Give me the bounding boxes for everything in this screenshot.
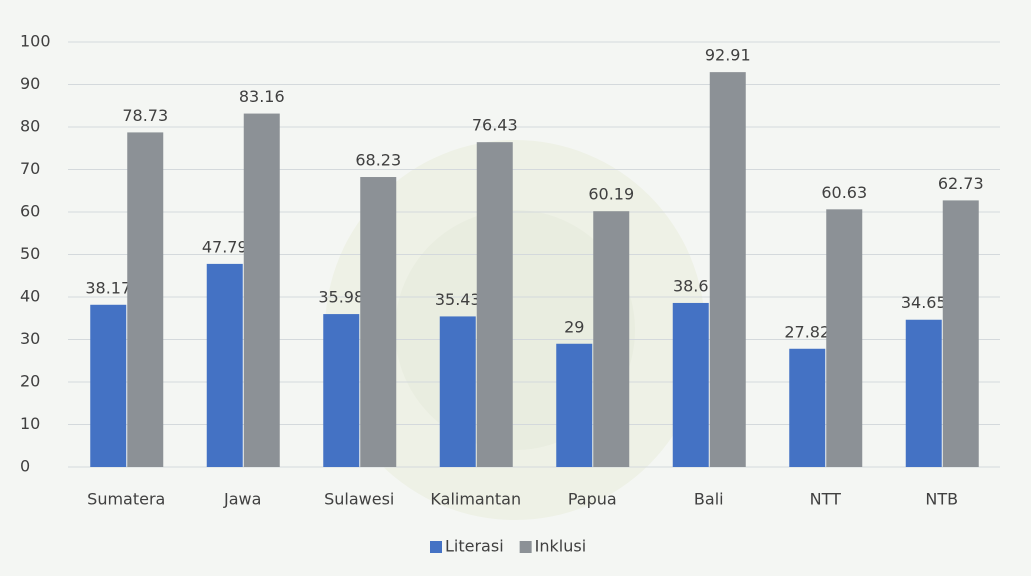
bar — [556, 344, 592, 467]
value-label: 60.63 — [821, 183, 867, 202]
bar — [906, 320, 942, 467]
value-label: 35.98 — [318, 288, 364, 307]
bar — [789, 349, 825, 467]
bar — [673, 303, 709, 467]
bar — [323, 314, 359, 467]
legend-label: Inklusi — [535, 537, 587, 556]
y-tick-label: 20 — [20, 372, 40, 391]
bar — [710, 72, 746, 467]
y-tick-label: 40 — [20, 287, 40, 306]
y-tick-label: 10 — [20, 414, 40, 433]
bar — [943, 200, 979, 467]
value-label: 83.16 — [239, 87, 285, 106]
legend-swatch — [430, 541, 442, 553]
y-tick-label: 60 — [20, 202, 40, 221]
bar — [127, 132, 163, 467]
value-label: 62.73 — [938, 174, 984, 193]
bar — [360, 177, 396, 467]
y-tick-label: 70 — [20, 159, 40, 178]
x-tick-label: Sumatera — [87, 490, 165, 509]
x-tick-label: Kalimantan — [430, 490, 521, 509]
value-label: 38.17 — [85, 278, 131, 297]
bar — [440, 316, 476, 467]
x-tick-label: Papua — [568, 490, 617, 509]
x-tick-label: Bali — [694, 490, 724, 509]
legend-label: Literasi — [445, 537, 504, 556]
value-label: 76.43 — [472, 116, 518, 135]
bar — [593, 211, 629, 467]
value-label: 38.6 — [673, 276, 709, 295]
y-tick-label: 0 — [20, 457, 30, 476]
value-label: 29 — [564, 317, 584, 336]
x-tick-label: Jawa — [223, 490, 261, 509]
bar — [477, 142, 513, 467]
bar — [207, 264, 243, 467]
value-label: 47.79 — [202, 237, 248, 256]
value-label: 35.43 — [435, 290, 481, 309]
value-label: 27.82 — [784, 322, 830, 341]
y-tick-label: 100 — [20, 32, 51, 51]
chart: 0 10 20 30 40 50 60 70 80 90 100 Sumatera 38.17 78.73… — [0, 0, 1031, 576]
value-label: 60.19 — [588, 185, 634, 204]
bar — [826, 209, 862, 467]
value-label: 34.65 — [901, 293, 947, 312]
bar — [90, 305, 126, 467]
y-tick-label: 50 — [20, 244, 40, 263]
value-label: 78.73 — [122, 106, 168, 125]
bar — [244, 114, 280, 467]
y-tick-label: 80 — [20, 117, 40, 136]
y-tick-label: 30 — [20, 329, 40, 348]
value-label: 92.91 — [705, 46, 751, 65]
page: {"chart_data": {"type": "bar", "categori… — [0, 0, 1031, 576]
x-tick-label: NTT — [810, 490, 841, 509]
y-tick-label: 90 — [20, 74, 40, 93]
legend-swatch — [520, 541, 532, 553]
x-tick-label: NTB — [925, 490, 958, 509]
x-tick-label: Sulawesi — [324, 490, 394, 509]
value-label: 68.23 — [355, 151, 401, 170]
